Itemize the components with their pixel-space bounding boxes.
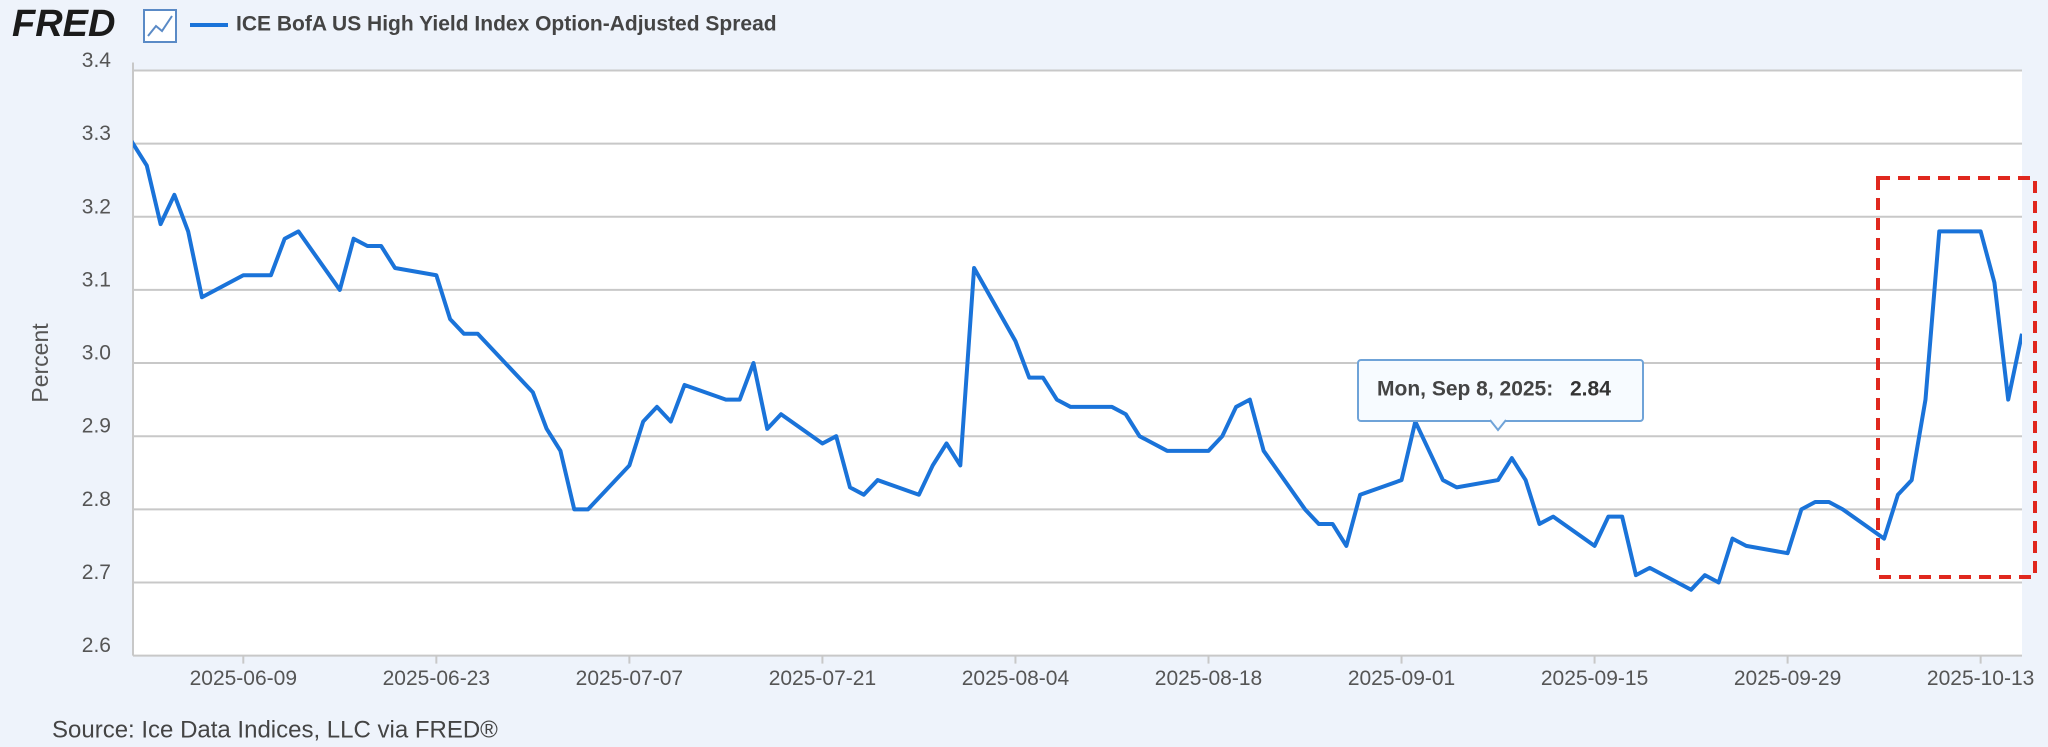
x-tick-label: 2025-08-18: [1155, 667, 1262, 690]
tooltip-pointer: [1489, 419, 1507, 432]
y-tick-label: 2.8: [82, 488, 111, 511]
data-line: [133, 139, 2022, 592]
x-tick-label: 2025-07-21: [769, 667, 876, 690]
tooltip: Mon, Sep 8, 2025: 2.84: [1357, 359, 1644, 432]
y-tick-label: 2.7: [82, 561, 111, 584]
x-tick-label: 2025-07-07: [576, 667, 683, 690]
y-tick-label: 3.3: [82, 122, 111, 145]
x-tick-label: 2025-09-15: [1541, 667, 1648, 690]
source-note: Source: Ice Data Indices, LLC via FRED®: [52, 716, 498, 743]
x-tick-label: 2025-09-29: [1734, 667, 1841, 690]
grid: 2.6 2.7 2.8 2.9 3.0 3.1 3.2 3.3 3.4 2025-06-09 202…: [82, 49, 2035, 690]
legend-entry: ICE BofA US High Yield Index Option-Adju…: [236, 13, 777, 36]
y-tick-label: 3.4: [82, 49, 112, 72]
series: [133, 139, 2022, 592]
y-tick-label: 3.1: [82, 268, 111, 291]
logo: FRED: [12, 3, 115, 45]
y-tick-label: 2.9: [82, 415, 111, 438]
y-axis-label: Percent: [27, 323, 53, 403]
x-tick-label: 2025-08-04: [962, 667, 1070, 690]
y-tick-label: 3.2: [82, 195, 111, 218]
tooltip-value: 2.84: [1570, 378, 1611, 401]
chart-icon-line: [147, 15, 173, 37]
chart-icon: [143, 9, 177, 43]
y-tick-label: 2.6: [82, 634, 111, 657]
x-tick-label: 2025-06-23: [383, 667, 490, 690]
x-tick-label: 2025-09-01: [1348, 667, 1455, 690]
x-tick-label: 2025-10-13: [1927, 667, 2034, 690]
tooltip-label: Mon, Sep 8, 2025:: [1377, 378, 1553, 401]
x-tick-label: 2025-06-09: [190, 667, 297, 690]
y-tick-label: 3.0: [82, 342, 111, 365]
